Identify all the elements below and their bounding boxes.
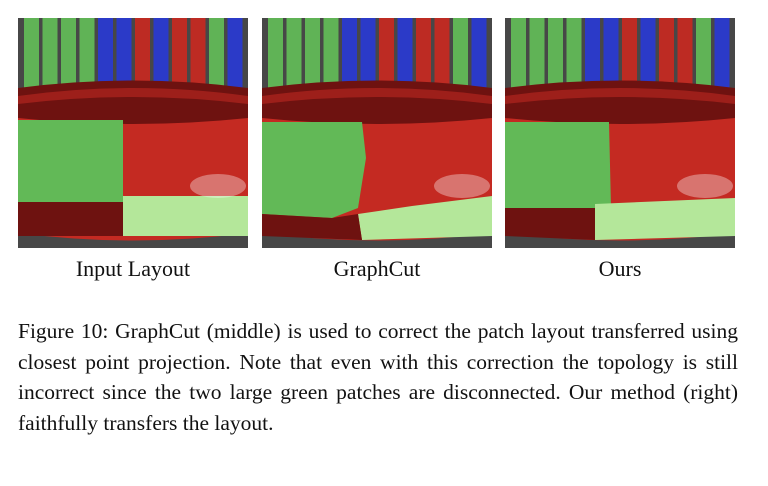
flute-stripe [529, 18, 545, 100]
green-patch-bottom [595, 198, 735, 240]
specular-highlight [677, 174, 733, 198]
flute-stripe [603, 18, 619, 100]
capital-highlight [505, 88, 735, 104]
flute-stripe [379, 18, 394, 100]
flute-stripe [190, 18, 206, 100]
flute-stripe [323, 18, 339, 100]
flute-stripe [135, 18, 150, 100]
green-patch-bottom [123, 196, 248, 236]
flute-stripe [640, 18, 656, 100]
flute-stripe [342, 18, 357, 100]
flute-stripe [79, 18, 95, 100]
red-patch-bottom [262, 214, 362, 240]
capital-band [262, 80, 492, 128]
flute-stripe [397, 18, 413, 100]
green-patch-bottom [358, 196, 492, 240]
specular-highlight [190, 174, 246, 198]
panel-ours-image [505, 18, 735, 248]
capital-highlight [18, 88, 248, 104]
flute-stripe [42, 18, 58, 100]
flute-stripe [360, 18, 376, 100]
flute-stripe [286, 18, 302, 100]
flute-stripe [209, 18, 224, 100]
flute-stripe [416, 18, 431, 100]
flute-stripe [116, 18, 132, 100]
flute-stripe [622, 18, 637, 100]
red-patch-bottom [18, 202, 123, 236]
render-input [18, 18, 248, 241]
flute-stripe [471, 18, 487, 100]
green-patch-top [262, 122, 366, 218]
green-patch-top [18, 120, 123, 202]
capital-highlight [262, 88, 492, 104]
specular-highlight [434, 174, 490, 198]
flute-stripe [227, 18, 243, 100]
flute-stripe [548, 18, 563, 100]
flute-stripe [566, 18, 582, 100]
panel-graphcut-image [262, 18, 492, 248]
flute-stripe [453, 18, 468, 100]
flute-stripe [659, 18, 674, 100]
flute-stripe [677, 18, 693, 100]
flute-stripe [268, 18, 283, 100]
render-ours [505, 18, 735, 241]
flute-stripe [585, 18, 600, 100]
red-patch-bottom [505, 208, 595, 240]
flute-stripe [511, 18, 526, 100]
flute-stripe [696, 18, 711, 100]
render-graphcut [262, 18, 492, 241]
capital-band [505, 80, 735, 128]
flute-stripe [98, 18, 113, 100]
flute-stripe [153, 18, 169, 100]
figure-caption: Figure 10: GraphCut (middle) is used to … [18, 319, 738, 435]
green-patch-top [505, 122, 611, 208]
label-graphcut: GraphCut [333, 256, 421, 281]
flute-stripe [434, 18, 450, 100]
flute-stripe [305, 18, 320, 100]
panel-input-layout-image [18, 18, 248, 248]
flute-stripe [172, 18, 187, 100]
label-ours: Ours [598, 256, 642, 281]
flute-stripe [714, 18, 730, 100]
flute-stripe [24, 18, 39, 100]
label-input-layout: Input Layout [75, 256, 191, 281]
flute-stripe [61, 18, 76, 100]
